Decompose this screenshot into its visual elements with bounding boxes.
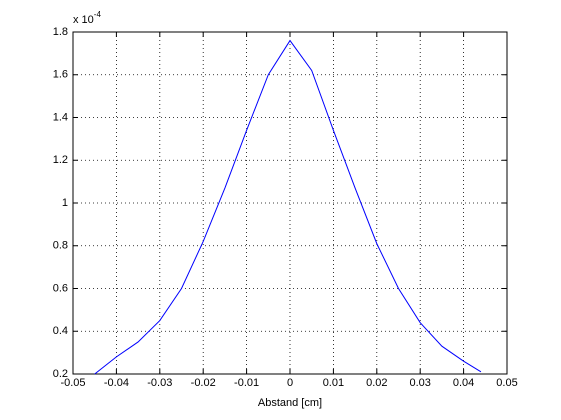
x-axis-label: Abstand [cm] [258,397,322,409]
y-tick-label: 1.8 [53,26,68,38]
y-tick-label: 0.8 [53,240,68,252]
x-tick-label: 0.05 [496,377,517,389]
x-tick-label: -0.04 [104,377,129,389]
x-tick-label: 0.03 [409,377,430,389]
x-tick-label: 0 [287,377,293,389]
x-tick-label: -0.02 [191,377,216,389]
y-tick-label: 1 [62,197,68,209]
x-tick-label: 0.01 [323,377,344,389]
y-multiplier: x 10-4 [73,10,101,26]
multiplier-base: x 10 [73,14,94,26]
data-line [94,39,482,375]
y-tick-label: 1.2 [53,154,68,166]
y-tick-label: 0.4 [53,325,68,337]
y-tick-label: 1.6 [53,69,68,81]
x-tick-label: 0.02 [366,377,387,389]
x-tick-label: -0.03 [147,377,172,389]
x-tick-label: 0.04 [453,377,474,389]
x-tick-label: -0.05 [60,377,85,389]
x-tick-label: -0.01 [234,377,259,389]
y-tick-label: 0.2 [53,368,68,380]
axes-box [72,31,508,375]
y-tick-label: 0.6 [53,282,68,294]
y-tick-label: 1.4 [53,111,68,123]
multiplier-exponent: -4 [94,10,102,19]
